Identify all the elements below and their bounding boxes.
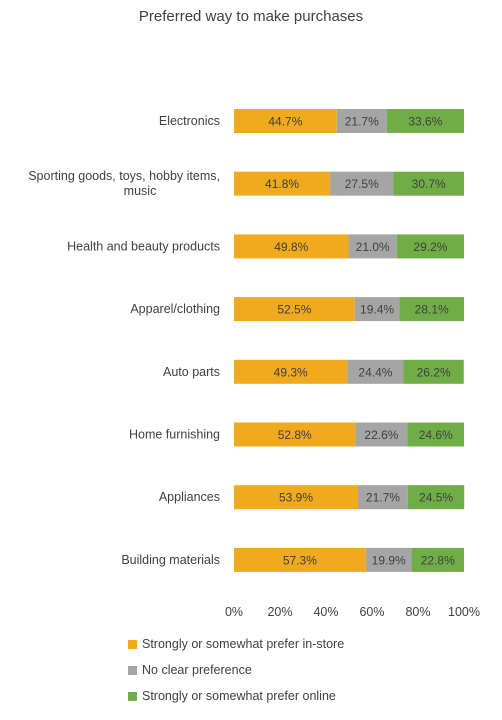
bar-building-materials-no-clear-preference bbox=[365, 547, 412, 572]
bar-sporting-goods-toys-hobby-items-music-no-clear-preference bbox=[330, 171, 394, 196]
data-label-sporting-goods-toys-hobby-items-music-no-clear-preference: 27.5% bbox=[345, 177, 379, 191]
legend-label-no-preference: No clear preference bbox=[142, 663, 252, 677]
category-label-electronics: Electronics bbox=[159, 114, 220, 128]
x-tick-label: 100% bbox=[448, 605, 480, 619]
data-label-electronics-no-clear-preference: 21.7% bbox=[345, 115, 379, 129]
bar-electronics-no-clear-preference bbox=[336, 109, 387, 133]
data-label-building-materials-strongly-or-somewhat-prefer-online: 22.8% bbox=[421, 553, 455, 567]
data-label-health-and-beauty-products-no-clear-preference: 21.0% bbox=[356, 240, 390, 254]
legend-swatch-online bbox=[128, 691, 137, 701]
category-label-auto-parts: Auto parts bbox=[163, 365, 220, 379]
x-tick-label: 20% bbox=[267, 605, 292, 619]
category-label-building-materials: Building materials bbox=[121, 553, 220, 567]
data-label-building-materials-no-clear-preference: 19.9% bbox=[372, 553, 406, 567]
legend-swatch-in-store bbox=[128, 639, 137, 649]
bar-health-and-beauty-products-no-clear-preference bbox=[348, 234, 397, 259]
bar-auto-parts-strongly-or-somewhat-prefer-in-store bbox=[234, 359, 348, 384]
data-label-electronics-strongly-or-somewhat-prefer-online: 33.6% bbox=[408, 115, 442, 129]
bar-auto-parts-strongly-or-somewhat-prefer-online bbox=[403, 359, 464, 384]
data-label-health-and-beauty-products-strongly-or-somewhat-prefer-in-store: 49.8% bbox=[274, 240, 308, 254]
bar-sporting-goods-toys-hobby-items-music-strongly-or-somewhat-prefer-online bbox=[393, 171, 464, 196]
data-label-home-furnishing-no-clear-preference: 22.6% bbox=[364, 428, 398, 442]
legend-label-online: Strongly or somewhat prefer online bbox=[142, 689, 336, 703]
legend-item-in-store: Strongly or somewhat prefer in-store bbox=[128, 631, 344, 657]
bar-health-and-beauty-products-strongly-or-somewhat-prefer-in-store bbox=[234, 234, 349, 259]
data-label-appliances-no-clear-preference: 21.7% bbox=[366, 491, 400, 505]
x-tick-label: 80% bbox=[405, 605, 430, 619]
data-label-auto-parts-strongly-or-somewhat-prefer-online: 26.2% bbox=[417, 365, 451, 379]
category-label-sporting-goods-toys-hobby-items-music: Sporting goods, toys, hobby items, music bbox=[28, 169, 220, 198]
bar-apparel-clothing-strongly-or-somewhat-prefer-in-store bbox=[234, 297, 355, 322]
data-label-electronics-strongly-or-somewhat-prefer-in-store: 44.7% bbox=[268, 115, 302, 129]
legend-swatch-no-preference bbox=[128, 665, 137, 675]
data-label-apparel-clothing-strongly-or-somewhat-prefer-in-store: 52.5% bbox=[277, 303, 311, 317]
chart-title: Preferred way to make purchases bbox=[138, 8, 364, 25]
legend-item-no-preference: No clear preference bbox=[128, 657, 344, 683]
data-label-sporting-goods-toys-hobby-items-music-strongly-or-somewhat-prefer-in-store: 41.8% bbox=[265, 177, 299, 191]
data-label-building-materials-strongly-or-somewhat-prefer-in-store: 57.3% bbox=[283, 553, 317, 567]
bar-home-furnishing-strongly-or-somewhat-prefer-in-store bbox=[234, 422, 356, 447]
bar-sporting-goods-toys-hobby-items-music-strongly-or-somewhat-prefer-in-store bbox=[234, 171, 331, 196]
category-label-health-and-beauty-products: Health and beauty products bbox=[67, 239, 220, 253]
x-tick-label: 0% bbox=[225, 605, 243, 619]
x-tick-label: 60% bbox=[359, 605, 384, 619]
bar-home-furnishing-strongly-or-somewhat-prefer-online bbox=[407, 422, 464, 447]
legend-label-in-store: Strongly or somewhat prefer in-store bbox=[142, 637, 345, 651]
bar-apparel-clothing-no-clear-preference bbox=[354, 297, 400, 322]
data-label-health-and-beauty-products-strongly-or-somewhat-prefer-online: 29.2% bbox=[413, 240, 447, 254]
bar-electronics-strongly-or-somewhat-prefer-in-store bbox=[234, 109, 337, 133]
data-label-sporting-goods-toys-hobby-items-music-strongly-or-somewhat-prefer-online: 30.7% bbox=[412, 177, 446, 191]
bar-building-materials-strongly-or-somewhat-prefer-in-store bbox=[234, 547, 366, 572]
legend-item-online: Strongly or somewhat prefer online bbox=[128, 683, 344, 709]
data-label-auto-parts-no-clear-preference: 24.4% bbox=[358, 365, 392, 379]
category-label-home-furnishing: Home furnishing bbox=[129, 428, 220, 442]
bar-appliances-strongly-or-somewhat-prefer-online bbox=[407, 485, 465, 510]
category-label-appliances: Appliances bbox=[159, 490, 220, 504]
data-label-apparel-clothing-strongly-or-somewhat-prefer-online: 28.1% bbox=[415, 303, 449, 317]
data-label-home-furnishing-strongly-or-somewhat-prefer-online: 24.6% bbox=[419, 428, 453, 442]
data-label-appliances-strongly-or-somewhat-prefer-online: 24.5% bbox=[419, 491, 453, 505]
category-label-apparel-clothing: Apparel/clothing bbox=[130, 302, 220, 316]
bar-health-and-beauty-products-strongly-or-somewhat-prefer-online bbox=[396, 234, 464, 259]
bar-appliances-no-clear-preference bbox=[357, 485, 408, 510]
data-label-auto-parts-strongly-or-somewhat-prefer-in-store: 49.3% bbox=[274, 365, 308, 379]
bar-appliances-strongly-or-somewhat-prefer-in-store bbox=[234, 485, 358, 510]
data-label-apparel-clothing-no-clear-preference: 19.4% bbox=[360, 303, 394, 317]
bar-apparel-clothing-strongly-or-somewhat-prefer-online bbox=[399, 297, 464, 322]
bar-home-furnishing-no-clear-preference bbox=[355, 422, 408, 447]
bar-electronics-strongly-or-somewhat-prefer-online bbox=[386, 109, 464, 133]
data-label-appliances-strongly-or-somewhat-prefer-in-store: 53.9% bbox=[279, 491, 313, 505]
bar-auto-parts-no-clear-preference bbox=[347, 359, 404, 384]
bar-building-materials-strongly-or-somewhat-prefer-online bbox=[411, 547, 464, 572]
x-tick-label: 40% bbox=[313, 605, 338, 619]
legend: Strongly or somewhat prefer in-store No … bbox=[128, 631, 344, 709]
data-label-home-furnishing-strongly-or-somewhat-prefer-in-store: 52.8% bbox=[278, 428, 312, 442]
